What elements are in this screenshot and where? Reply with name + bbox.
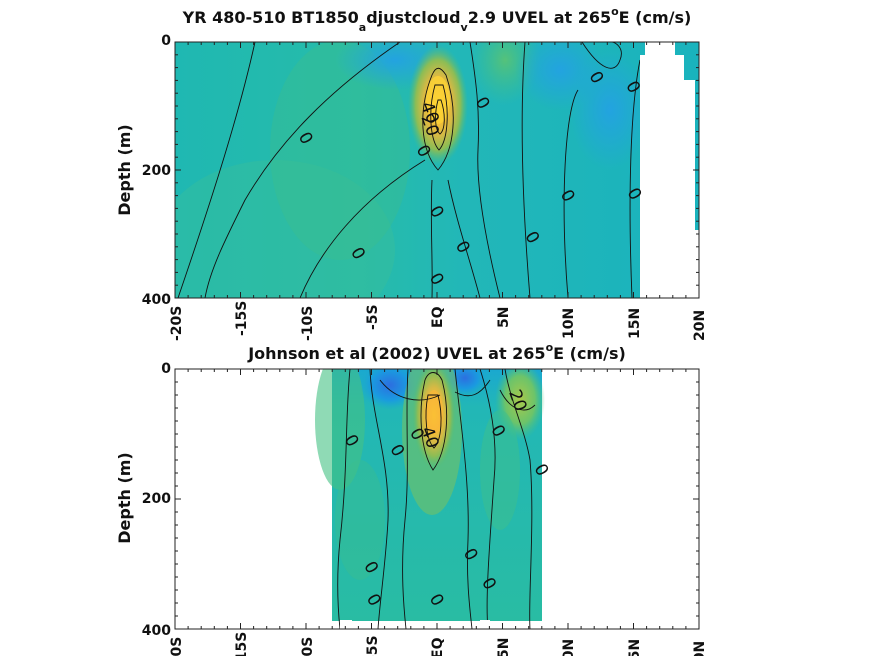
x-tick-label: 5N	[496, 307, 512, 328]
x-tick-label: EQ	[430, 306, 446, 328]
panel-obs-ticks	[174, 368, 700, 630]
panel-model-ticks	[174, 41, 700, 299]
y-tick-label: 400	[142, 623, 171, 639]
x-tick-label: -5S	[365, 635, 381, 656]
panel-obs-x-tick-labels: -20S -15S -10S -5S EQ 5N 10N 15N 20N	[169, 632, 708, 656]
y-tick-label: 0	[161, 361, 171, 377]
panel-model-field	[175, 42, 699, 298]
y-tick-label: 400	[142, 292, 171, 308]
panel-obs-y-tick-labels: 0 200 400	[142, 361, 171, 639]
x-tick-label: 15N	[627, 308, 643, 339]
panel-model-y-axis-label: Depth (m)	[115, 124, 134, 216]
x-tick-label: 20N	[692, 641, 708, 656]
panel-obs-title: Johnson et al (2002) UVEL at 265oE (cm/s…	[247, 341, 626, 363]
x-tick-label: 15N	[627, 639, 643, 656]
panel-model-contours	[177, 42, 656, 298]
panel-obs: Johnson et al (2002) UVEL at 265oE (cm/s…	[115, 341, 708, 656]
panel-model-x-tick-labels: -20S -15S -10S -5S EQ 5N 10N 15N 20N	[169, 301, 708, 341]
x-tick-label: 20N	[692, 310, 708, 341]
panel-obs-field	[315, 369, 545, 629]
x-tick-label: 10N	[561, 308, 577, 339]
x-tick-label: 10N	[561, 639, 577, 656]
x-tick-label: -20S	[169, 637, 185, 656]
x-tick-label: EQ	[430, 637, 446, 656]
x-tick-label: -5S	[365, 304, 381, 330]
x-tick-label: 5N	[496, 638, 512, 656]
x-tick-label: -15S	[234, 632, 250, 656]
panel-obs-y-axis-label: Depth (m)	[115, 452, 134, 544]
panel-obs-contours	[337, 369, 536, 629]
y-tick-label: 200	[142, 163, 171, 179]
x-tick-label: -15S	[234, 301, 250, 336]
x-tick-label: -20S	[169, 306, 185, 341]
panel-model-y-tick-labels: 0 200 400	[142, 33, 171, 308]
x-tick-label: -10S	[300, 306, 316, 341]
panel-model: YR 480-510 BT1850adjustcloudv2.9 UVEL at…	[115, 5, 708, 341]
y-tick-label: 0	[161, 33, 171, 49]
x-tick-label: -10S	[300, 637, 316, 656]
panel-model-title: YR 480-510 BT1850adjustcloudv2.9 UVEL at…	[182, 5, 692, 34]
y-tick-label: 200	[142, 491, 171, 507]
